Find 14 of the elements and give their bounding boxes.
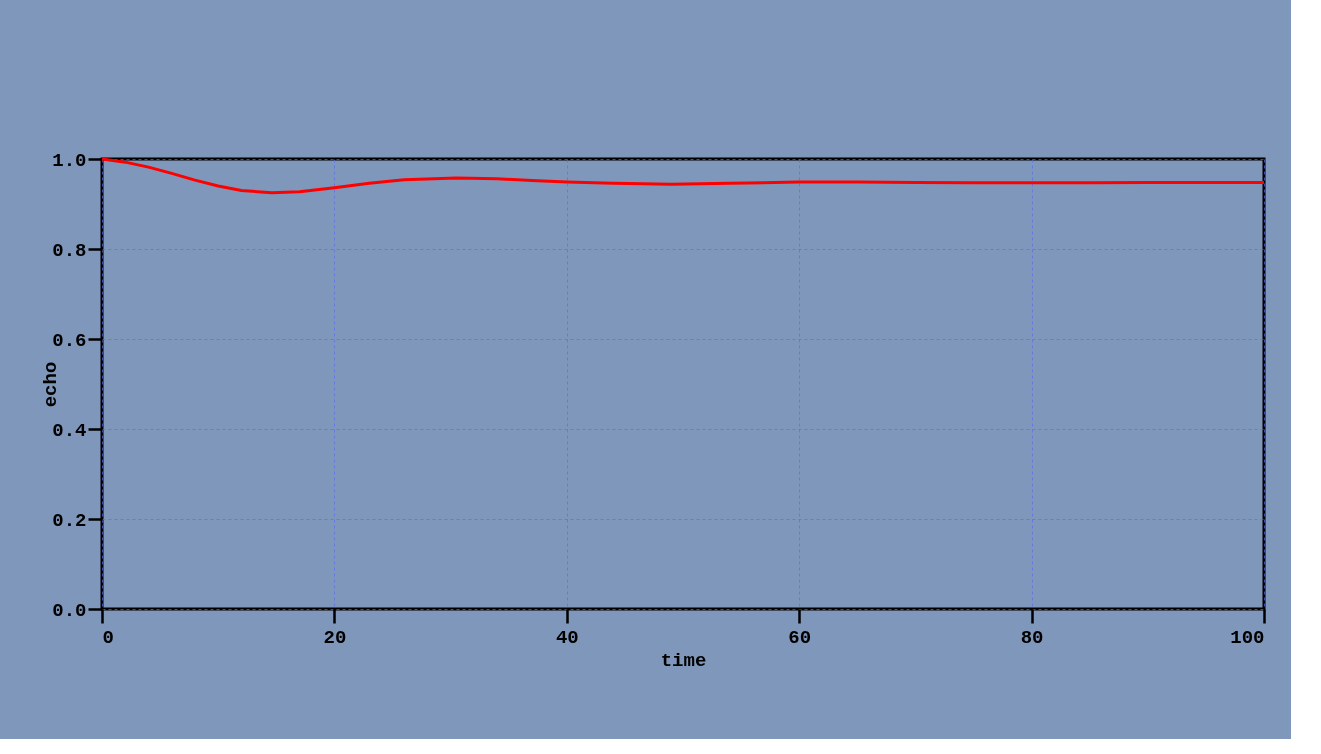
y-tick-label: 1.0 bbox=[52, 149, 87, 172]
y-tick-label: 0.4 bbox=[52, 419, 87, 442]
x-tick-label: 80 bbox=[1020, 626, 1044, 649]
x-tick-label: 60 bbox=[788, 626, 812, 649]
y-tick-label: 0.0 bbox=[52, 599, 87, 622]
x-tick-label: 100 bbox=[1230, 626, 1265, 649]
y-tick-label: 0.2 bbox=[52, 509, 87, 532]
x-axis-title: time bbox=[660, 649, 707, 672]
x-tick-label: 20 bbox=[323, 626, 347, 649]
y-axis-title: echo bbox=[40, 361, 63, 408]
x-tick-label: 0 bbox=[102, 626, 114, 649]
y-tick-label: 0.8 bbox=[52, 239, 87, 262]
y-tick-label: 0.6 bbox=[52, 329, 87, 352]
x-tick-label: 40 bbox=[555, 626, 579, 649]
